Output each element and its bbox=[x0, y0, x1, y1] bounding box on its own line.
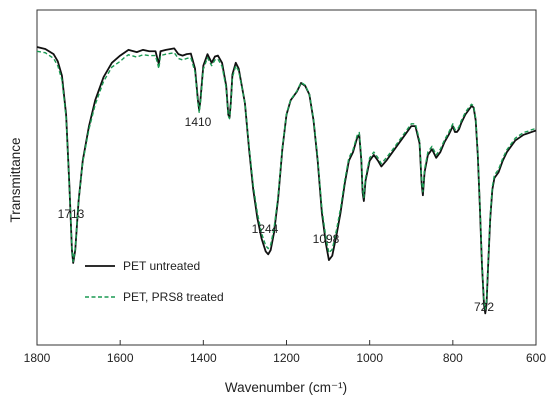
series-layer bbox=[36, 46, 537, 315]
peak-label-1713: 1713 bbox=[58, 207, 85, 221]
x-tick-label-600: 600 bbox=[526, 351, 546, 365]
x-axis-label: Wavenumber (cm⁻¹) bbox=[225, 380, 347, 395]
y-axis-label: Transmittance bbox=[8, 137, 23, 222]
peak-label-1098: 1098 bbox=[313, 232, 340, 246]
x-axis-tick-labels: 1800 1600 1400 1200 1000 800 600 bbox=[24, 351, 547, 365]
x-tick-label-1600: 1600 bbox=[107, 351, 134, 365]
x-tick-label-1000: 1000 bbox=[356, 351, 383, 365]
x-axis-ticks bbox=[36, 340, 537, 345]
x-tick-label-800: 800 bbox=[443, 351, 463, 365]
x-tick-label-1400: 1400 bbox=[190, 351, 217, 365]
peak-label-1410: 1410 bbox=[185, 115, 212, 129]
legend-label-pet-prs8-treated: PET, PRS8 treated bbox=[123, 290, 224, 304]
series-line-pet-untreated bbox=[36, 46, 537, 315]
peak-label-1244: 1244 bbox=[252, 222, 279, 236]
plot-area-frame bbox=[36, 9, 537, 346]
legend: PET untreated PET, PRS8 treated bbox=[85, 259, 224, 304]
peak-annotations: 1713 1410 1244 1098 722 bbox=[58, 115, 495, 314]
series-line-pet-prs8-treated bbox=[36, 50, 537, 310]
x-tick-label-1200: 1200 bbox=[273, 351, 300, 365]
legend-label-pet-untreated: PET untreated bbox=[123, 259, 200, 273]
peak-label-722: 722 bbox=[474, 300, 494, 314]
x-tick-label-1800: 1800 bbox=[24, 351, 51, 365]
